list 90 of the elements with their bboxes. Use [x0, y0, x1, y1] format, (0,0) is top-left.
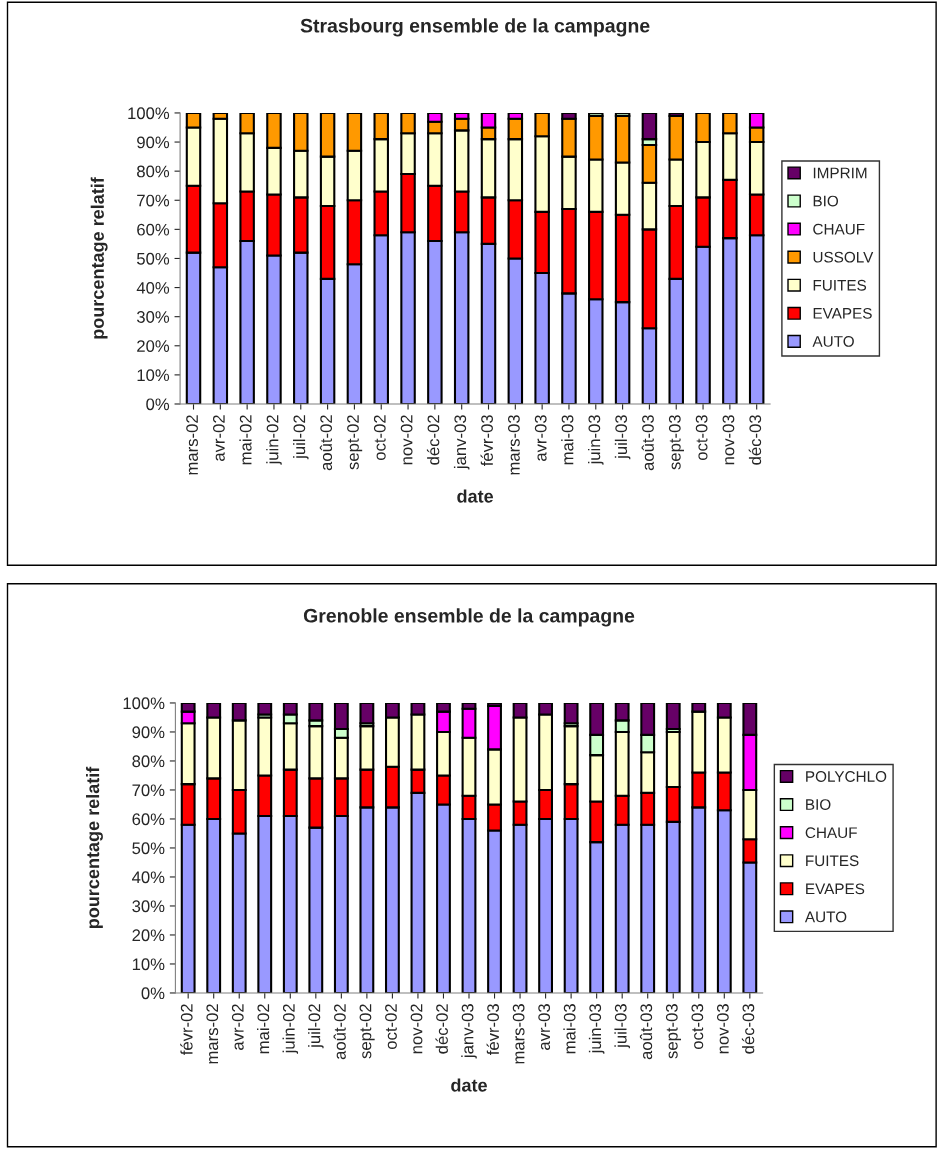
legend-label: AUTO	[804, 911, 847, 923]
x-tick-label: oct-03	[691, 1004, 704, 1049]
x-tick-label: oct-02	[385, 1004, 397, 1049]
x-tick-label: juin-03	[588, 1004, 605, 1054]
x-tick-label: févr-03	[486, 1004, 499, 1056]
bar	[563, 702, 579, 725]
y-tick-label: 50%	[136, 252, 170, 265]
x-axis-title: date	[457, 489, 494, 503]
x-tick-label: mai-03	[563, 1004, 576, 1054]
legend-label: CHAUF	[813, 223, 865, 235]
y-axis-title: pourcentage relatif	[86, 766, 103, 929]
legend-label: IMPRIM	[813, 167, 867, 179]
bar	[359, 702, 375, 725]
x-tick-label: mai-03	[561, 415, 574, 465]
x-tick-label: juin-02	[266, 415, 282, 465]
x-tick-label: juil-03	[614, 1004, 630, 1049]
x-tick-label: sept-02	[359, 1004, 375, 1059]
legend-label: FUITES	[806, 855, 859, 867]
x-tick-label: mars-02	[206, 1004, 219, 1064]
y-tick-label: 20%	[132, 929, 165, 942]
x-tick-label: avr-03	[538, 1004, 551, 1050]
x-tick-label: juil-02	[308, 1004, 324, 1049]
y-tick-label: 80%	[137, 165, 170, 178]
y-axis-title: pourcentage relatif	[90, 177, 108, 339]
y-tick-label: 40%	[136, 281, 170, 294]
x-tick-label: avr-02	[213, 415, 225, 461]
x-axis-title: date	[451, 1078, 487, 1092]
x-tick-label: févr-03	[480, 415, 493, 467]
x-tick-label: juil-03	[614, 415, 631, 460]
y-tick-label: 0%	[146, 398, 170, 411]
x-tick-label: déc-02	[435, 1004, 448, 1054]
y-tick-label: 80%	[132, 755, 165, 768]
x-tick-label: nov-03	[716, 1004, 729, 1054]
x-tick-label: juil-02	[293, 415, 309, 460]
y-tick-label: 20%	[137, 340, 170, 352]
chart-title: Strasbourg ensemble de la campagne	[300, 18, 650, 37]
y-tick-label: 10%	[132, 958, 165, 971]
legend-label: FUITES	[813, 279, 867, 291]
legend-label: BIO	[813, 195, 839, 207]
bar	[257, 702, 273, 716]
y-tick-label: 60%	[137, 223, 170, 236]
legend-label: EVAPES	[806, 883, 865, 895]
x-tick-label: avr-02	[231, 1004, 244, 1050]
x-tick-label: sept-02	[347, 415, 363, 470]
y-tick-label: 30%	[136, 311, 170, 323]
x-tick-label: mai-02	[256, 1004, 270, 1054]
x-tick-label: mai-02	[239, 415, 252, 465]
legend-label: CHAUF	[805, 827, 857, 839]
x-tick-label: sept-03	[665, 1004, 682, 1059]
x-tick-label: nov-02	[410, 1004, 423, 1054]
y-tick-label: 0%	[141, 987, 165, 1000]
y-tick-label: 50%	[132, 842, 165, 855]
x-tick-label: mars-03	[508, 415, 520, 475]
x-tick-label: août-03	[641, 415, 654, 471]
x-tick-label: août-02	[319, 415, 333, 471]
x-tick-label: mars-03	[512, 1004, 525, 1064]
chart-title: Grenoble ensemble de la campagne	[303, 608, 635, 627]
x-tick-label: août-03	[639, 1004, 653, 1060]
bar	[665, 702, 681, 731]
y-tick-label: 30%	[132, 900, 165, 913]
legend-label: BIO	[806, 799, 831, 810]
y-tick-label: 10%	[137, 369, 170, 382]
x-tick-label: nov-02	[400, 415, 413, 465]
x-tick-label: févr-02	[180, 1004, 193, 1056]
x-tick-label: mars-02	[186, 415, 198, 475]
x-tick-label: déc-03	[741, 1004, 755, 1054]
x-tick-label: janv-03	[461, 1004, 477, 1059]
y-tick-label: 90%	[132, 726, 165, 739]
y-tick-label: 100%	[128, 107, 170, 120]
legend-label: POLYCHLO	[806, 771, 887, 782]
x-tick-label: oct-02	[373, 415, 386, 461]
x-tick-label: juin-02	[282, 1004, 299, 1054]
x-tick-label: juin-03	[588, 415, 604, 465]
y-tick-label: 90%	[137, 136, 170, 149]
y-tick-label: 70%	[137, 194, 170, 207]
y-tick-label: 100%	[123, 697, 165, 710]
x-tick-label: déc-03	[748, 415, 762, 465]
x-tick-label: déc-02	[426, 415, 440, 465]
x-tick-label: nov-03	[722, 415, 735, 465]
y-tick-label: 60%	[132, 813, 165, 826]
y-tick-label: 40%	[132, 871, 165, 884]
x-tick-label: sept-03	[668, 415, 684, 470]
x-tick-label: janv-03	[453, 415, 470, 470]
legend-label: USSOLV	[813, 251, 874, 263]
legend-label: EVAPES	[813, 307, 872, 319]
x-tick-label: oct-03	[695, 415, 708, 461]
x-tick-label: août-02	[333, 1004, 346, 1060]
y-tick-label: 70%	[132, 784, 165, 797]
legend-label: AUTO	[812, 336, 854, 347]
x-tick-label: avr-03	[534, 415, 547, 461]
